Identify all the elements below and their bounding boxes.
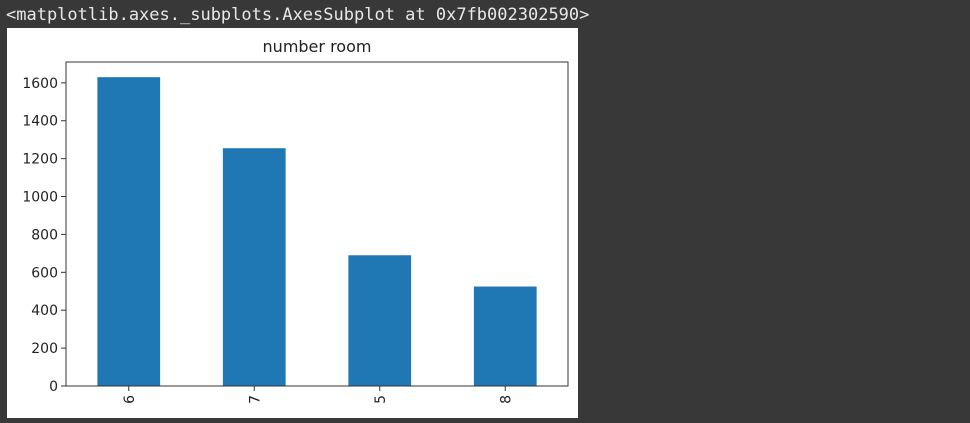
- chart-title: number room: [263, 37, 372, 56]
- bar-7: [222, 148, 286, 386]
- x-tick-label-5: 5: [373, 395, 389, 404]
- bar-8: [473, 286, 537, 386]
- bar-6: [97, 77, 161, 386]
- axes-frame: [65, 61, 569, 387]
- bars-group: [97, 77, 537, 386]
- chart-figure: number room 0 200 400 600 800 1000 1200 1400 160…: [7, 28, 578, 418]
- y-tick-label: 1200: [22, 152, 58, 168]
- x-tick-label-7: 7: [247, 395, 263, 404]
- y-tick-label: 600: [31, 265, 58, 281]
- y-tick-label: 1600: [22, 76, 58, 92]
- bar-5: [348, 255, 412, 386]
- bar-chart: number room 0 200 400 600 800 1000 1200 1400 160…: [22, 37, 569, 404]
- y-tick-label: 0: [49, 379, 58, 395]
- output-repr-text: <matplotlib.axes._subplots.AxesSubplot a…: [6, 5, 590, 25]
- y-tick-label: 800: [31, 227, 58, 243]
- y-tick-label: 1400: [22, 114, 58, 130]
- y-tick-label: 1000: [22, 190, 58, 206]
- x-tick-label-6: 6: [122, 395, 138, 404]
- x-axis: 6 7 5 8: [122, 386, 514, 404]
- y-tick-label: 200: [31, 341, 58, 357]
- y-tick-label: 400: [31, 303, 58, 319]
- x-tick-label-8: 8: [498, 395, 514, 404]
- y-axis: 0 200 400 600 800 1000 1200 1400 1600: [22, 76, 66, 395]
